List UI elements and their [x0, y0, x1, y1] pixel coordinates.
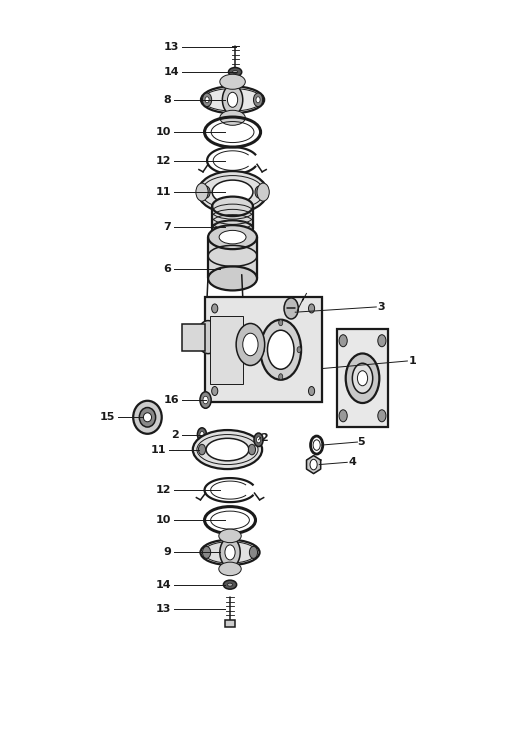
Text: 12: 12 [156, 485, 171, 495]
Ellipse shape [208, 225, 257, 249]
Ellipse shape [200, 540, 260, 565]
Text: 10: 10 [156, 515, 171, 525]
Text: 3: 3 [378, 302, 385, 312]
Circle shape [197, 428, 206, 441]
Text: 7: 7 [164, 223, 171, 232]
Circle shape [202, 93, 212, 107]
Circle shape [225, 545, 235, 560]
Circle shape [378, 410, 386, 422]
Polygon shape [307, 456, 321, 474]
Text: 14: 14 [164, 67, 179, 77]
Ellipse shape [219, 230, 246, 244]
Polygon shape [208, 237, 257, 278]
Ellipse shape [219, 562, 241, 576]
Text: 11: 11 [156, 187, 171, 197]
Circle shape [253, 93, 263, 107]
Circle shape [278, 320, 283, 326]
Circle shape [205, 97, 209, 103]
Circle shape [378, 335, 386, 347]
Ellipse shape [201, 86, 264, 114]
Circle shape [260, 347, 264, 353]
Circle shape [309, 387, 315, 396]
Circle shape [222, 85, 243, 115]
Circle shape [212, 387, 218, 396]
Ellipse shape [212, 180, 253, 204]
Ellipse shape [198, 171, 267, 213]
Text: 10: 10 [156, 127, 171, 137]
Bar [204, 297, 322, 402]
Circle shape [249, 547, 258, 559]
Bar [225, 620, 235, 627]
Ellipse shape [233, 71, 238, 74]
Circle shape [352, 363, 373, 393]
Ellipse shape [196, 183, 208, 201]
Bar [181, 323, 204, 350]
Circle shape [284, 298, 298, 319]
Text: 2: 2 [261, 432, 268, 442]
Bar [210, 316, 243, 384]
Ellipse shape [220, 111, 245, 126]
Ellipse shape [144, 413, 152, 422]
Bar [230, 70, 240, 77]
Ellipse shape [220, 74, 245, 89]
Circle shape [220, 538, 240, 568]
Circle shape [310, 459, 317, 470]
Text: 5: 5 [357, 437, 365, 447]
Ellipse shape [227, 583, 233, 586]
Text: 12: 12 [156, 156, 171, 165]
Ellipse shape [219, 529, 241, 543]
Circle shape [243, 333, 258, 356]
Text: 16: 16 [164, 395, 179, 405]
Circle shape [200, 392, 211, 408]
Ellipse shape [208, 266, 257, 290]
Circle shape [197, 320, 219, 353]
Polygon shape [204, 297, 322, 402]
Text: 4: 4 [349, 457, 356, 467]
Ellipse shape [212, 196, 253, 216]
Circle shape [346, 353, 379, 403]
Circle shape [236, 323, 265, 365]
Circle shape [339, 335, 347, 347]
Polygon shape [337, 329, 388, 427]
Text: 8: 8 [164, 95, 171, 105]
Circle shape [309, 304, 315, 313]
Ellipse shape [193, 430, 262, 469]
Circle shape [203, 396, 208, 404]
Ellipse shape [228, 68, 242, 77]
Circle shape [227, 92, 238, 108]
Text: 13: 13 [156, 604, 171, 614]
Circle shape [260, 320, 301, 380]
Circle shape [254, 433, 263, 447]
Circle shape [202, 547, 211, 559]
Circle shape [267, 330, 294, 369]
Ellipse shape [133, 401, 162, 434]
Circle shape [257, 437, 261, 443]
Circle shape [212, 304, 218, 313]
Circle shape [255, 186, 263, 198]
Text: 9: 9 [164, 547, 171, 557]
Text: 11: 11 [151, 444, 166, 454]
Ellipse shape [206, 438, 249, 461]
Text: 1: 1 [408, 356, 416, 366]
Ellipse shape [257, 183, 269, 201]
Circle shape [248, 444, 256, 455]
Circle shape [357, 371, 367, 386]
Text: 14: 14 [156, 580, 171, 590]
Circle shape [198, 444, 205, 455]
Circle shape [278, 374, 283, 380]
Text: 6: 6 [164, 265, 171, 274]
Bar [337, 329, 388, 427]
Circle shape [202, 186, 210, 198]
Text: 2: 2 [171, 429, 179, 440]
Circle shape [256, 97, 260, 103]
Text: 15: 15 [100, 412, 115, 423]
Ellipse shape [140, 408, 156, 427]
Circle shape [339, 410, 347, 422]
Ellipse shape [223, 580, 237, 589]
Circle shape [200, 432, 204, 438]
Circle shape [297, 347, 301, 353]
Text: 13: 13 [164, 42, 179, 52]
